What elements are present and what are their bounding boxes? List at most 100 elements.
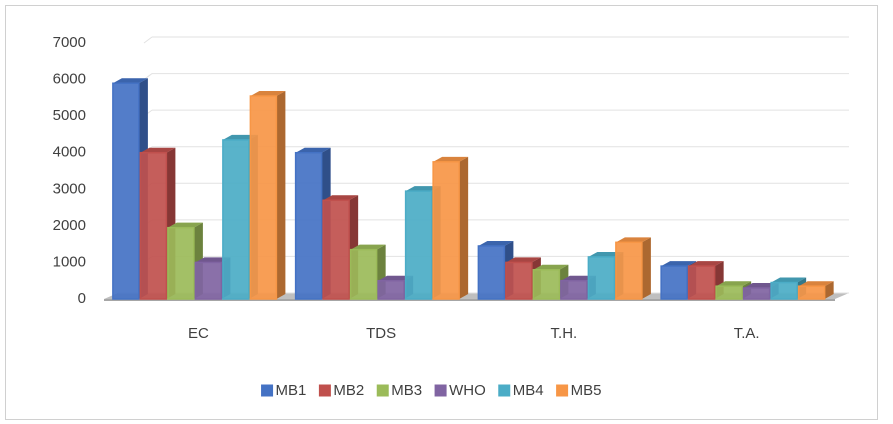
bar-top bbox=[140, 147, 176, 153]
bar-top-shade bbox=[771, 277, 807, 283]
bar-top-shade bbox=[295, 147, 331, 153]
bar-top bbox=[560, 275, 596, 281]
bar-top bbox=[222, 134, 258, 140]
bar-top bbox=[295, 147, 331, 153]
bar-top-shade bbox=[350, 244, 386, 250]
bar-top bbox=[688, 261, 724, 267]
bar-top-shade bbox=[588, 251, 624, 257]
bar-top bbox=[588, 251, 624, 257]
bar-top bbox=[661, 261, 697, 267]
bar-side bbox=[824, 281, 834, 299]
legend-swatch bbox=[498, 384, 511, 397]
bar-top-shade bbox=[250, 91, 286, 97]
bar-side-shade bbox=[641, 237, 651, 299]
bar-front bbox=[167, 226, 195, 300]
bar-top-shade bbox=[688, 261, 724, 267]
y-tick-label: 6000 bbox=[53, 71, 86, 88]
bar-front bbox=[797, 285, 826, 300]
legend-swatch bbox=[556, 384, 569, 397]
bar-top bbox=[323, 195, 359, 201]
bar-top bbox=[405, 186, 441, 192]
y-tick-label: 3000 bbox=[53, 180, 86, 197]
bar-top bbox=[250, 91, 286, 97]
bar-top bbox=[798, 281, 834, 287]
legend-label: WHO bbox=[449, 382, 486, 399]
legend-swatch bbox=[318, 384, 331, 397]
bar-top bbox=[433, 156, 469, 162]
bar-top bbox=[615, 237, 651, 243]
bar-front bbox=[742, 287, 771, 300]
bar-top-shade bbox=[405, 186, 441, 192]
bar-front bbox=[532, 268, 561, 300]
bar bbox=[797, 281, 834, 300]
bar-front bbox=[377, 279, 405, 300]
x-tick-label: T.A. bbox=[734, 325, 760, 342]
legend-label: MB3 bbox=[391, 382, 422, 399]
grid-line bbox=[143, 36, 153, 44]
bar-top-shade bbox=[533, 264, 569, 270]
bar-top-shade bbox=[323, 195, 359, 201]
bar-top-shade bbox=[560, 275, 596, 281]
legend-label: MB5 bbox=[571, 382, 602, 399]
bar-front bbox=[560, 279, 588, 300]
bar-side bbox=[459, 156, 469, 299]
bar-top bbox=[195, 257, 231, 263]
bar-top-shade bbox=[140, 147, 176, 153]
bar-front bbox=[432, 161, 460, 300]
y-tick-label: 1000 bbox=[53, 253, 86, 270]
legend-label: MB4 bbox=[513, 382, 544, 399]
bar-top-shade bbox=[195, 257, 231, 263]
bar-front bbox=[615, 241, 643, 300]
bar-front bbox=[477, 245, 506, 300]
bar-front bbox=[112, 82, 140, 300]
bar-front bbox=[505, 261, 533, 300]
bar-top bbox=[378, 275, 414, 281]
bar-top-shade bbox=[661, 261, 697, 267]
bar-front bbox=[587, 256, 616, 300]
bar-front bbox=[322, 199, 350, 300]
bar-top bbox=[478, 240, 514, 246]
floor-front bbox=[104, 299, 835, 301]
bar-top bbox=[771, 277, 807, 283]
bar bbox=[432, 156, 469, 300]
bar-top-shade bbox=[222, 134, 258, 140]
bar-top-shade bbox=[112, 78, 148, 84]
bar-top-shade bbox=[167, 222, 203, 228]
bar-top bbox=[505, 257, 541, 263]
bar-top-shade bbox=[505, 257, 541, 263]
bar-front bbox=[294, 151, 323, 300]
x-tick-label: EC bbox=[188, 325, 209, 342]
x-tick-label: TDS bbox=[366, 325, 396, 342]
bar-side bbox=[641, 237, 651, 299]
x-tick-label: T.H. bbox=[551, 325, 578, 342]
y-tick-label: 0 bbox=[78, 290, 86, 307]
legend-swatch bbox=[434, 384, 447, 397]
bar-top-shade bbox=[478, 240, 514, 246]
bar-front bbox=[770, 281, 798, 300]
bar-front bbox=[222, 139, 250, 300]
bar-top-shade bbox=[433, 156, 469, 162]
bar-side bbox=[276, 91, 286, 300]
bar-top bbox=[167, 222, 203, 228]
legend-swatch bbox=[376, 384, 389, 397]
bar-top bbox=[716, 281, 752, 287]
bar bbox=[249, 91, 286, 300]
bar-top-shade bbox=[615, 237, 651, 243]
bar-top-shade bbox=[716, 281, 752, 287]
bar-top bbox=[112, 78, 148, 84]
bar-front bbox=[349, 248, 378, 300]
bar-top-shade bbox=[798, 281, 834, 287]
y-tick-label: 2000 bbox=[53, 217, 86, 234]
bar-front bbox=[660, 265, 688, 300]
bar-front bbox=[404, 190, 433, 300]
bar-top bbox=[533, 264, 569, 270]
y-tick-label: 7000 bbox=[53, 34, 86, 51]
bar-top-shade bbox=[743, 283, 779, 289]
legend-label: MB1 bbox=[276, 382, 307, 399]
bar-front bbox=[687, 265, 716, 300]
bar-side-shade bbox=[276, 91, 286, 300]
bar-front bbox=[194, 261, 223, 300]
bar-front bbox=[139, 151, 168, 300]
y-tick-label: 4000 bbox=[53, 144, 86, 161]
